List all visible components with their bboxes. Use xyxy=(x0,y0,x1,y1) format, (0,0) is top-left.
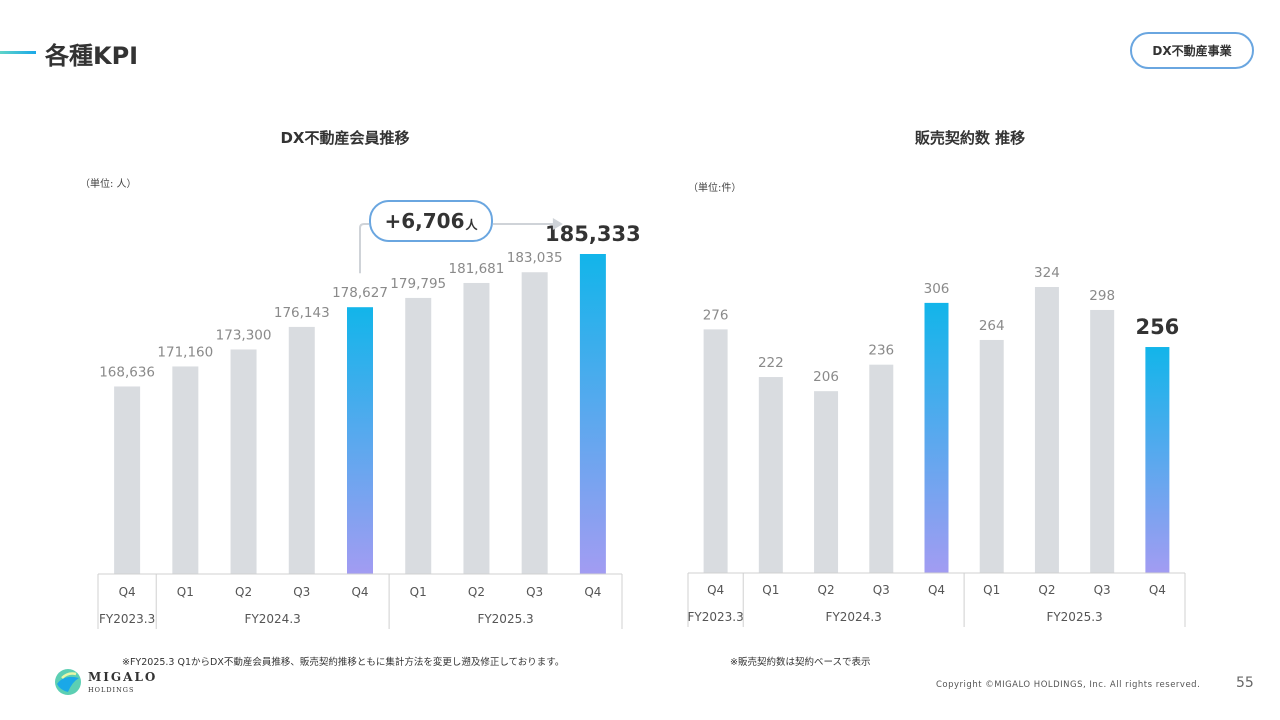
contracts-quarter-label-3: Q3 xyxy=(873,583,890,597)
contracts-value-label-0: 276 xyxy=(703,307,729,323)
members-quarter-label-1: Q1 xyxy=(177,585,194,599)
contracts-quarter-label-4: Q4 xyxy=(928,583,945,597)
members-quarter-label-0: Q4 xyxy=(119,585,136,599)
members-value-label-6: 181,681 xyxy=(449,261,505,277)
members-bar-0 xyxy=(114,386,141,574)
members-bar-8 xyxy=(579,254,606,574)
migalo-logo-icon xyxy=(55,669,81,695)
members-quarter-label-8: Q4 xyxy=(584,585,601,599)
chart-title-members: DX不動産会員推移 xyxy=(280,129,410,147)
logo-subname: HOLDINGS xyxy=(88,686,135,694)
callout-arrowhead xyxy=(552,218,563,230)
members-quarter-label-3: Q3 xyxy=(293,585,310,599)
members-quarter-label-5: Q1 xyxy=(410,585,427,599)
contracts-bar-6 xyxy=(1034,287,1059,573)
title-accent-line xyxy=(0,51,36,54)
contracts-fy-label-1: FY2024.3 xyxy=(826,610,882,624)
contracts-value-label-7: 298 xyxy=(1089,288,1115,304)
unit-label-members: （単位: 人） xyxy=(80,179,137,190)
contracts-quarter-label-7: Q3 xyxy=(1094,583,1111,597)
contracts-value-label-1: 222 xyxy=(758,355,784,371)
contracts-value-label-5: 264 xyxy=(979,318,1005,334)
members-bar-4 xyxy=(347,307,373,574)
contracts-bar-7 xyxy=(1090,309,1115,573)
contracts-bar-8 xyxy=(1145,347,1170,573)
contracts-fy-label-2: FY2025.3 xyxy=(1046,610,1102,624)
callout-connector xyxy=(359,218,563,274)
contract-chart: 276 Q4 222 Q1 206 Q2 236 Q3 306 Q4 264 Q1 324 Q2 298 Q3… xyxy=(687,265,1186,627)
members-bar-1 xyxy=(172,366,199,574)
segment-badge: DX不動産事業 xyxy=(1130,32,1254,69)
members-value-label-3: 176,143 xyxy=(274,305,330,321)
unit-label-contracts: （単位:件） xyxy=(688,183,742,194)
contracts-quarter-label-5: Q1 xyxy=(983,583,1000,597)
contracts-bar-4 xyxy=(924,302,949,573)
contracts-bar-3 xyxy=(869,364,894,573)
members-value-label-1: 171,160 xyxy=(157,344,213,360)
contracts-quarter-label-0: Q4 xyxy=(707,583,724,597)
contracts-value-label-6: 324 xyxy=(1034,265,1060,281)
members-quarter-label-2: Q2 xyxy=(235,585,252,599)
members-bar-5 xyxy=(405,297,432,574)
members-fy-label-2: FY2025.3 xyxy=(477,612,533,626)
members-fy-label-1: FY2024.3 xyxy=(245,612,301,626)
members-value-label-4: 178,627 xyxy=(332,285,388,301)
contracts-bar-1 xyxy=(758,377,783,573)
contracts-quarter-label-6: Q2 xyxy=(1038,583,1055,597)
members-quarter-label-6: Q2 xyxy=(468,585,485,599)
footnote-right: ※販売契約数は契約ベースで表示 xyxy=(730,657,871,668)
members-value-label-2: 173,300 xyxy=(216,327,272,343)
chart-title-contracts: 販売契約数 推移 xyxy=(914,129,1026,147)
members-bar-6 xyxy=(463,282,490,574)
logo-name: MIGALO xyxy=(88,670,158,684)
members-value-label-5: 179,795 xyxy=(390,276,446,292)
contracts-quarter-label-1: Q1 xyxy=(762,583,779,597)
member-chart: 168,636 Q4 171,160 Q1 173,300 Q2 176,143 Q3 178,… xyxy=(97,222,641,629)
contracts-value-label-2: 206 xyxy=(813,369,839,385)
page-number: 55 xyxy=(1236,675,1254,691)
members-bar-3 xyxy=(288,326,315,574)
footnote-left: ※FY2025.3 Q1からDX不動産会員推移、販売契約推移ともに集計方法を変更… xyxy=(122,657,565,668)
callout-line-left xyxy=(359,223,369,274)
growth-callout-value: +6,706 xyxy=(384,209,465,233)
growth-callout: +6,706 人 xyxy=(369,200,493,242)
members-value-label-0: 168,636 xyxy=(99,364,155,380)
members-fy-label-0: FY2023.3 xyxy=(99,612,155,626)
contracts-bar-0 xyxy=(703,329,728,573)
contracts-quarter-label-8: Q4 xyxy=(1149,583,1166,597)
contracts-value-label-8: 256 xyxy=(1135,315,1179,339)
members-bar-2 xyxy=(230,349,257,574)
members-quarter-label-7: Q3 xyxy=(526,585,543,599)
contracts-value-label-3: 236 xyxy=(868,343,894,359)
growth-callout-unit: 人 xyxy=(465,217,478,232)
contracts-value-label-4: 306 xyxy=(924,281,950,297)
members-value-label-7: 183,035 xyxy=(507,250,563,266)
contracts-bar-5 xyxy=(979,339,1004,573)
members-quarter-label-4: Q4 xyxy=(351,585,368,599)
page-title: 各種KPI xyxy=(45,42,139,70)
contracts-fy-label-0: FY2023.3 xyxy=(687,610,743,624)
contracts-bar-2 xyxy=(814,391,839,573)
members-bar-7 xyxy=(521,272,548,574)
copyright: Copyright ©MIGALO HOLDINGS, Inc. All rig… xyxy=(936,680,1201,690)
contracts-quarter-label-2: Q2 xyxy=(818,583,835,597)
members-value-label-8: 185,333 xyxy=(545,222,641,246)
